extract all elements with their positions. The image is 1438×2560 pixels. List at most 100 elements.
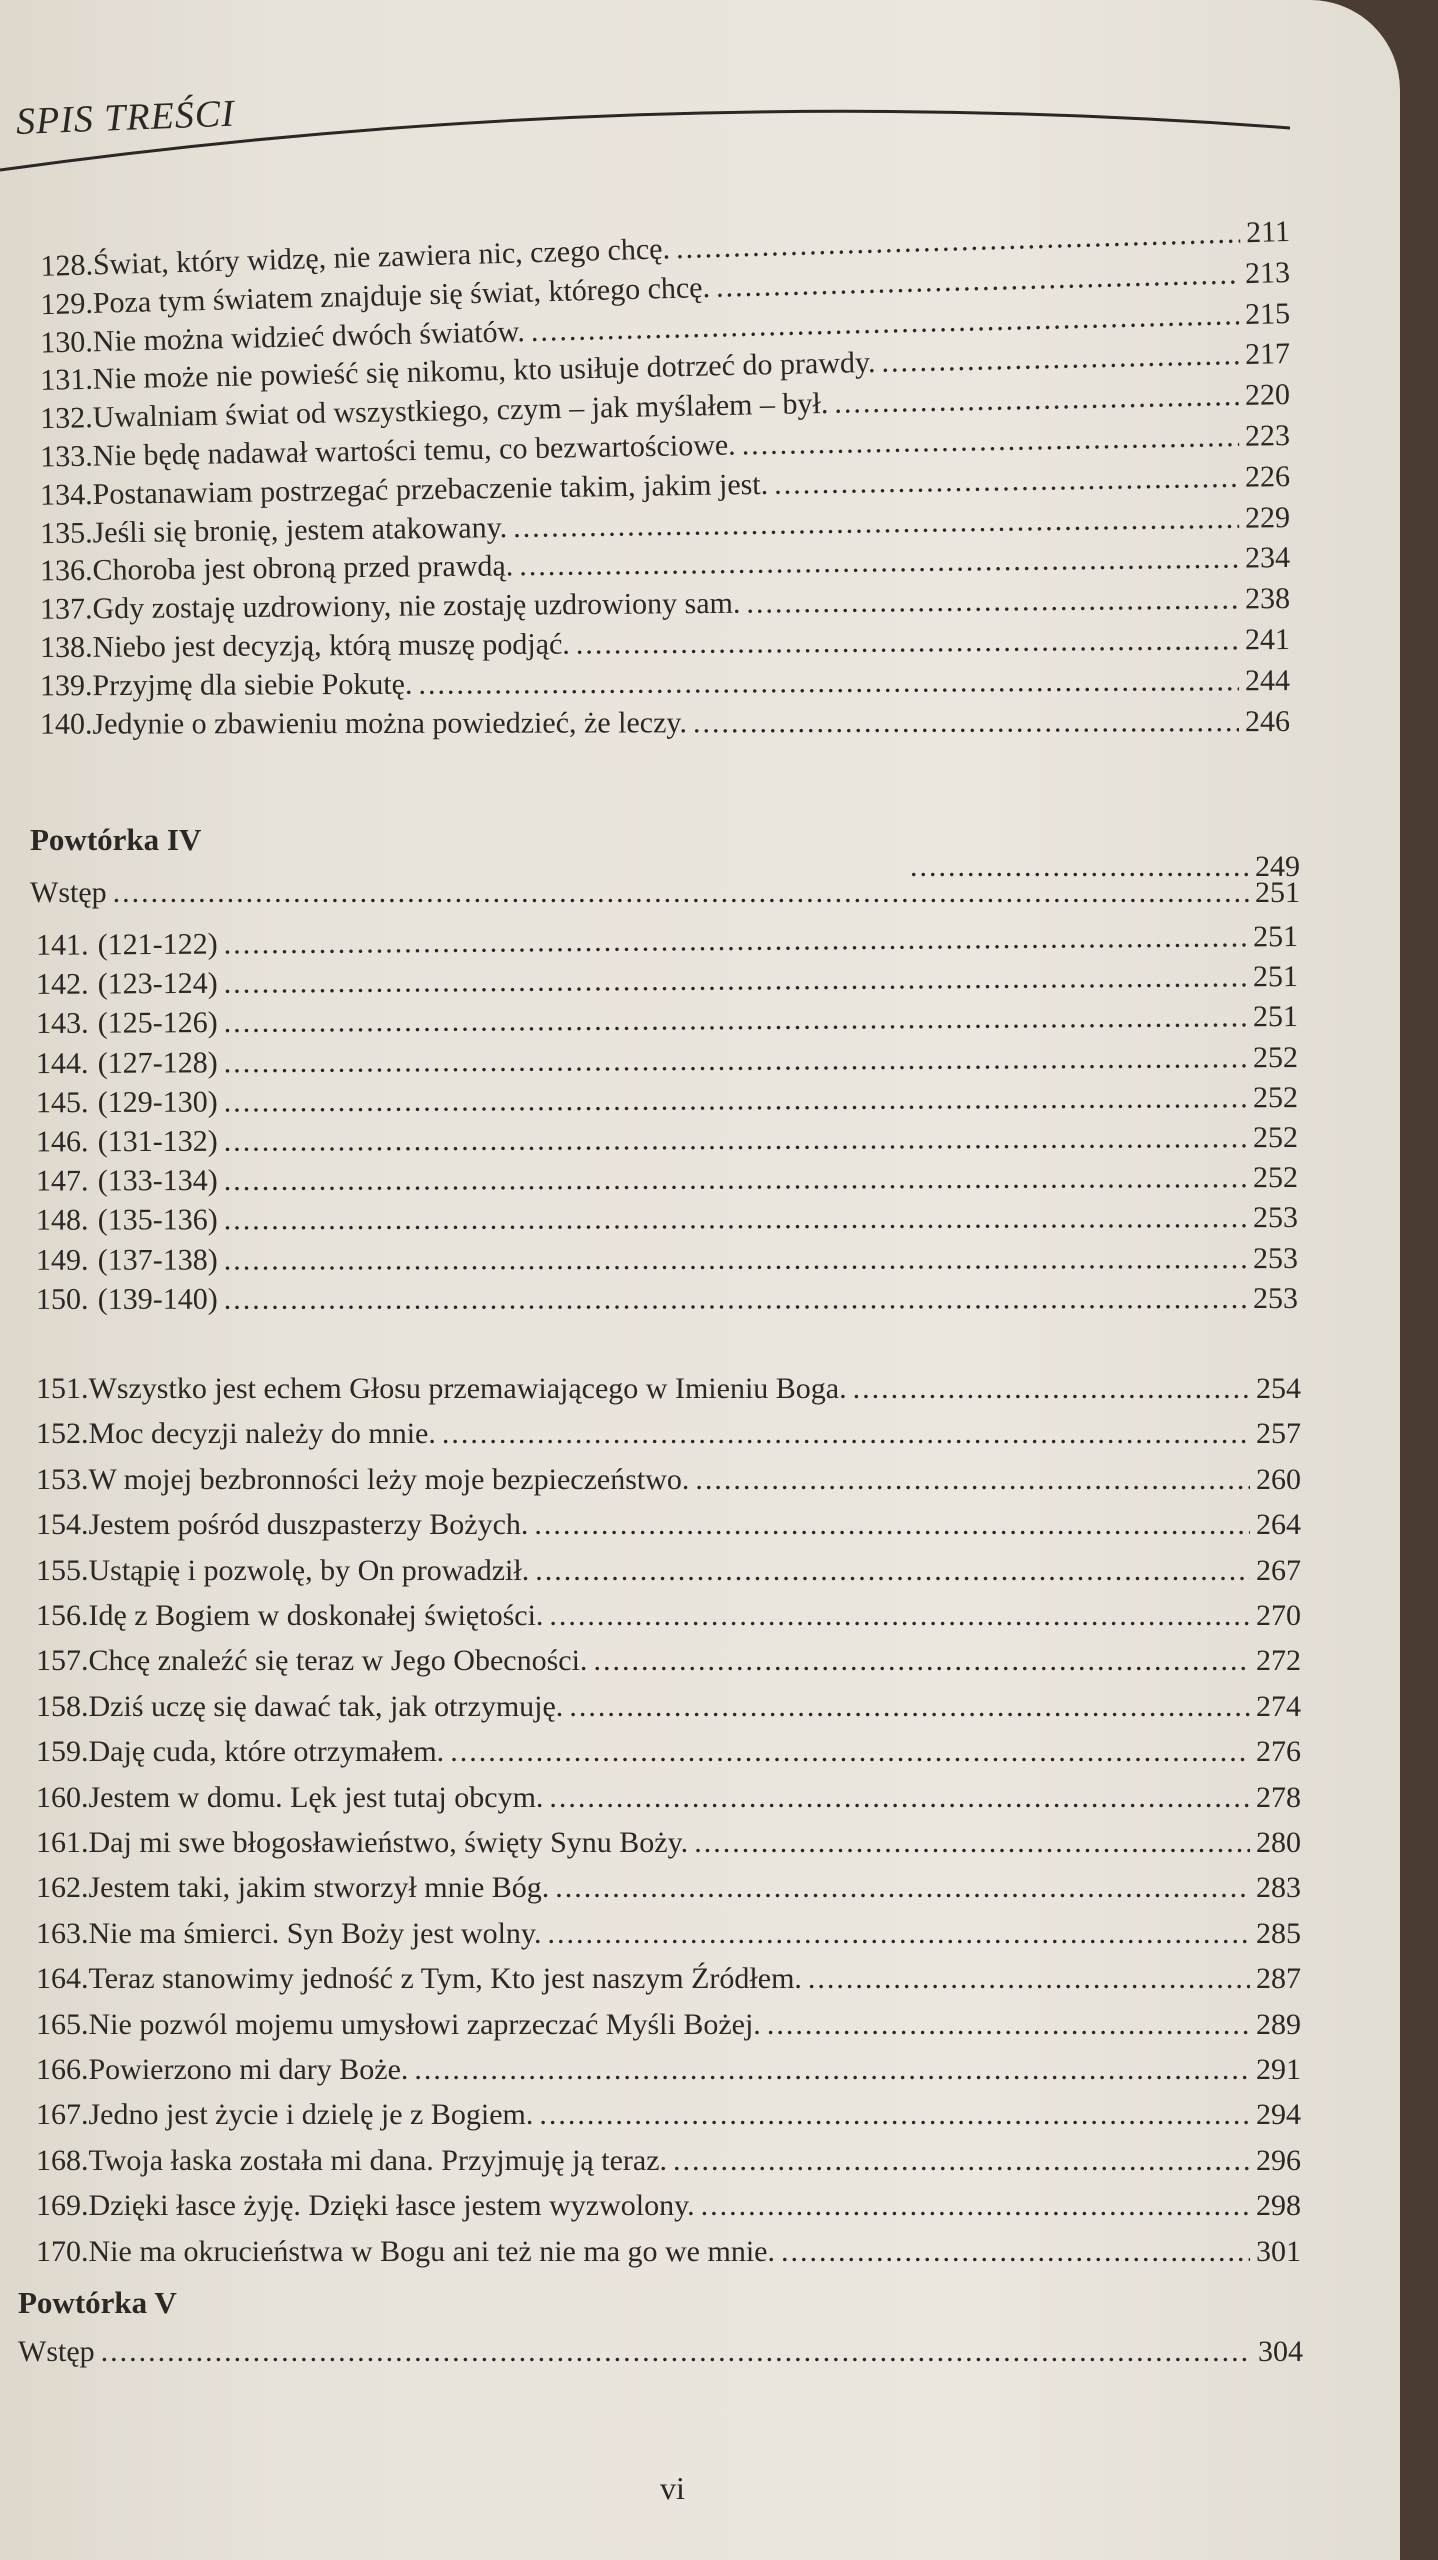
dot-leader xyxy=(767,2008,1250,2042)
dot-leader xyxy=(741,420,1239,463)
toc-entry[interactable]: 151. Wszystko jest echem Głosu przemawiaj… xyxy=(36,1372,1301,1406)
toc-entry[interactable]: 153. W mojej bezbronności leży moje bezpi… xyxy=(36,1463,1301,1497)
toc-entry[interactable]: 154.Jestem pośród duszpasterzy Bożych. 26… xyxy=(36,1508,1301,1542)
toc-entry[interactable]: 144.(127-128) 252 xyxy=(36,1041,1298,1081)
entry-page: 251 xyxy=(1252,1000,1299,1034)
entry-number: 147. xyxy=(35,1164,89,1198)
toc-entry[interactable]: 148.(135-136) 253 xyxy=(36,1201,1298,1238)
toc-entry[interactable]: 143.(125-126) 251 xyxy=(36,1000,1298,1041)
toc-entry[interactable]: 150.(139-140) 253 xyxy=(36,1282,1298,1317)
entry-title: Jestem taki, jakim stworzył mnie Bóg. xyxy=(88,1871,550,1905)
dot-leader xyxy=(716,257,1240,304)
entry-number: 130. xyxy=(39,324,94,360)
toc-entry[interactable]: 159.Daję cuda, które otrzymałem. 276 xyxy=(36,1735,1301,1769)
entry-number: 143. xyxy=(35,1007,89,1041)
toc-entry-review-4[interactable]: 249 xyxy=(30,850,1300,884)
entry-title: Nie pozwól mojemu umysłowi zaprzeczać My… xyxy=(88,2007,761,2041)
entry-number: 131. xyxy=(39,363,94,398)
entry-title: (125-126) xyxy=(97,1006,218,1041)
toc-entry[interactable]: 158. Dziś uczę się dawać tak, jak otrzymu… xyxy=(36,1690,1301,1724)
toc-entry[interactable]: 142.(123-124) 251 xyxy=(36,960,1298,1002)
toc-entry[interactable]: 139.Przyjmę dla siebie Pokutę. 244 xyxy=(40,664,1290,703)
toc-entry[interactable]: 161. Daj mi swe błogosławieństwo, święty … xyxy=(36,1826,1301,1860)
entry-title: Dzięki łasce żyję. Dzięki łasce jestem w… xyxy=(88,2189,695,2223)
dot-leader xyxy=(549,1781,1250,1815)
toc-entry[interactable]: 145.(129-130) 252 xyxy=(36,1081,1298,1120)
page-number: vi xyxy=(660,2470,685,2506)
entry-page: 220 xyxy=(1244,378,1291,413)
entry-page: 246 xyxy=(1244,704,1291,738)
entry-number: 156. xyxy=(36,1599,89,1632)
toc-entry[interactable]: 155.Ustąpię i pozwolę, by On prowadził. 2… xyxy=(36,1554,1301,1588)
entry-number: 163. xyxy=(36,1916,89,1950)
entry-title: (127-128) xyxy=(97,1045,218,1080)
toc-entry-intro-4[interactable]: Wstęp251 xyxy=(30,876,1300,910)
toc-entry[interactable]: 164. Teraz stanowimy jedność z Tym, Kto j… xyxy=(36,1962,1301,1996)
dot-leader xyxy=(224,1161,1247,1198)
entry-page: 267 xyxy=(1256,1553,1301,1587)
entry-page: 276 xyxy=(1256,1735,1301,1769)
dot-leader xyxy=(834,379,1239,421)
dot-leader xyxy=(535,1554,1250,1588)
toc-entry[interactable]: 165. Nie pozwól mojemu umysłowi zaprzecza… xyxy=(36,2008,1301,2042)
entry-number: 146. xyxy=(35,1125,89,1159)
dot-leader xyxy=(513,501,1239,544)
entry-title: Jedynie o zbawieniu można powiedzieć, że… xyxy=(92,705,687,741)
toc-entry[interactable]: 160. Jestem w domu. Lęk jest tutaj obcym.… xyxy=(36,1781,1301,1815)
dot-leader xyxy=(224,1242,1247,1277)
entry-page: 223 xyxy=(1244,419,1291,453)
entry-number: 142. xyxy=(35,967,89,1002)
section-heading-review-5: Powtórka V xyxy=(18,2285,177,2320)
entry-number: 159. xyxy=(36,1735,89,1769)
entry-page: 289 xyxy=(1256,2007,1301,2041)
entry-number: 160. xyxy=(36,1780,89,1814)
toc-entry[interactable]: 147.(133-134) 252 xyxy=(36,1161,1298,1199)
dot-leader xyxy=(694,1826,1250,1860)
toc-entry[interactable]: 170. Nie ma okrucieństwa w Bogu ani też n… xyxy=(36,2235,1301,2269)
entry-number: 136. xyxy=(39,554,93,588)
entry-number: 167. xyxy=(36,2098,89,2132)
toc-entry[interactable]: 138. Niebo jest decyzją, którą muszę podj… xyxy=(40,623,1290,665)
dot-leader xyxy=(414,2053,1250,2087)
toc-entry[interactable]: 152.Moc decyzji należy do mnie. 257 xyxy=(36,1417,1301,1451)
entry-number: 133. xyxy=(39,439,93,474)
entry-page: 272 xyxy=(1256,1644,1301,1678)
toc-entry[interactable]: 140. Jedynie o zbawieniu można powiedzieć… xyxy=(40,705,1290,742)
entry-number: 161. xyxy=(36,1826,89,1859)
toc-entry[interactable]: 167. Jedno jest życie i dzielę je z Bogie… xyxy=(36,2098,1301,2132)
toc-entry[interactable]: 149.(137-138) 253 xyxy=(36,1242,1298,1278)
dot-leader xyxy=(881,338,1239,380)
entry-page: 241 xyxy=(1244,623,1291,657)
entry-number: 128. xyxy=(40,248,94,283)
toc-entry[interactable]: 163. Nie ma śmierci. Syn Boży jest wolny.… xyxy=(36,1917,1301,1951)
entry-title: Idę z Bogiem w doskonałej świętości. xyxy=(88,1599,544,1632)
toc-entry[interactable]: 166.Powierzono mi dary Boże. 291 xyxy=(36,2053,1301,2087)
toc-entry[interactable]: 157. Chcę znaleźć się teraz w Jego Obecno… xyxy=(36,1644,1301,1678)
entry-number: 148. xyxy=(35,1203,89,1238)
entry-page: 211 xyxy=(1245,215,1291,250)
toc-entry[interactable]: 169. Dzięki łasce żyję. Dzięki łasce jest… xyxy=(36,2189,1301,2223)
entry-title: (133-134) xyxy=(97,1164,218,1198)
entry-page: 234 xyxy=(1244,541,1291,575)
dot-leader xyxy=(781,2235,1250,2269)
toc-entry[interactable]: 141.(121-122) 251 xyxy=(36,920,1298,963)
entry-number: 170. xyxy=(36,2234,89,2268)
entry-title: Wszystko jest echem Głosu przemawiająceg… xyxy=(88,1372,847,1405)
toc-entry[interactable]: 146.(131-132) 252 xyxy=(36,1121,1298,1159)
entry-number: 165. xyxy=(36,2007,89,2041)
entry-number: 152. xyxy=(36,1417,89,1451)
entry-page: 253 xyxy=(1252,1201,1299,1235)
toc-entry[interactable]: 137. Gdy zostaję uzdrowiony, nie zostaję … xyxy=(40,582,1290,627)
dot-leader xyxy=(576,623,1239,661)
toc-entry[interactable]: 168. Twoja łaska została mi dana. Przyjmu… xyxy=(36,2144,1301,2178)
entry-number: 139. xyxy=(39,668,93,703)
toc-entry[interactable]: 162. Jestem taki, jakim stworzył mnie Bóg… xyxy=(36,1871,1301,1905)
toc-entry-intro-5[interactable]: Wstęp304 xyxy=(18,2335,1303,2369)
dot-leader xyxy=(808,1962,1250,1996)
dot-leader xyxy=(442,1417,1250,1451)
toc-entry[interactable]: 156. Idę z Bogiem w doskonałej świętości.… xyxy=(36,1599,1301,1633)
entry-title: Chcę znaleźć się teraz w Jego Obecności. xyxy=(88,1644,588,1678)
entry-number: 153. xyxy=(36,1462,89,1496)
dot-leader xyxy=(224,1121,1247,1159)
dot-leader xyxy=(450,1735,1250,1769)
